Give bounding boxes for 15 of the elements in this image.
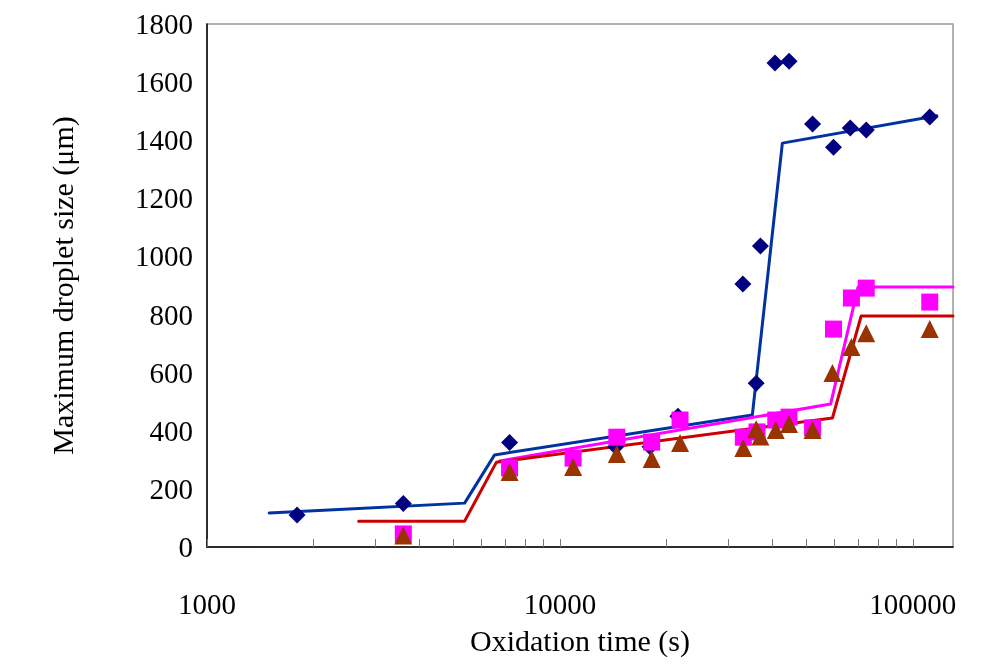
x-axis-title: Oxidation time (s)	[470, 623, 690, 658]
y-tick-label: 1800	[135, 8, 193, 40]
y-tick-label: 200	[149, 472, 193, 505]
y-tick-label: 1000	[135, 240, 193, 273]
y-tick-label: 1600	[135, 66, 193, 99]
y-tick-label: 600	[149, 356, 193, 389]
y-tick-label: 400	[149, 414, 193, 447]
x-tick-label: 1000	[178, 587, 236, 620]
y-tick-label: 0	[178, 531, 193, 563]
y-tick-label: 1200	[135, 182, 193, 215]
x-tick-label: 10000	[523, 587, 597, 620]
y-tick-label: 1400	[135, 124, 193, 157]
y-tick-label: 800	[149, 298, 193, 331]
x-tick-label: 100000	[869, 587, 957, 620]
y-axis-title: Maximum droplet size (μm)	[45, 116, 80, 455]
